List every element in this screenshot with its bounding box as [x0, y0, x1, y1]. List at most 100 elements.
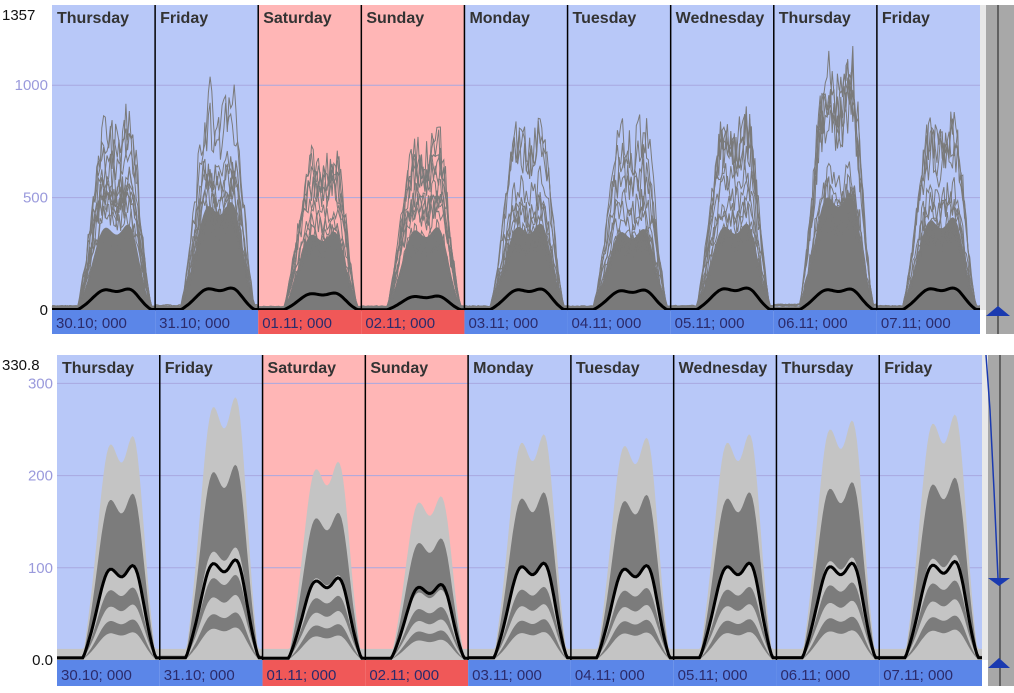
- mean-line: [52, 287, 156, 311]
- day-label: Friday: [884, 360, 932, 377]
- percentile-band: [159, 627, 263, 660]
- profile-line: [567, 132, 671, 308]
- top-chart-panel: Thursday 30.10; 000 Friday 31.10; 000 Saturd…: [0, 0, 1014, 338]
- percentile-band: [262, 635, 366, 660]
- percentile-band: [468, 632, 571, 660]
- date-label: 31.10; 000: [159, 315, 230, 332]
- day-label: Saturday: [263, 10, 332, 27]
- date-bar: [773, 310, 877, 334]
- mean-line: [773, 287, 877, 311]
- mean-line: [262, 576, 366, 660]
- date-label: 05.11; 000: [675, 315, 745, 332]
- date-bar: [464, 310, 568, 334]
- date-bar: [258, 310, 362, 334]
- percentile-band: [570, 632, 674, 660]
- mean-line: [567, 288, 671, 312]
- date-label: 01.11; 000: [262, 315, 332, 332]
- profile-line: [154, 156, 259, 308]
- date-bar: [52, 310, 156, 334]
- y-tick-label: 100: [28, 560, 53, 577]
- date-bar: [879, 660, 982, 686]
- mean-line: [57, 563, 160, 660]
- profile-line: [361, 153, 465, 308]
- day-label: Thursday: [779, 10, 851, 27]
- bottom-chart-panel: Thursday 30.10; 000 Friday 31.10; 000 Saturd…: [0, 350, 1014, 693]
- profile-line: [670, 113, 774, 308]
- mean-line: [776, 561, 880, 660]
- day-label: Wednesday: [676, 10, 765, 27]
- date-label: 03.11; 000: [472, 667, 542, 684]
- profile-line: [773, 86, 878, 307]
- date-label: 04.11; 000: [575, 667, 645, 684]
- mean-line: [365, 582, 469, 660]
- profile-line: [773, 206, 877, 309]
- date-bar: [159, 660, 263, 686]
- day-label: Monday: [473, 360, 534, 377]
- y-max-label: 330.8: [2, 357, 40, 374]
- day-label: Thursday: [781, 360, 853, 377]
- profile-line: [876, 177, 981, 309]
- date-label: 05.11; 000: [678, 667, 748, 684]
- date-label: 31.10; 000: [164, 667, 235, 684]
- date-bar: [673, 660, 777, 686]
- mean-line: [361, 294, 465, 312]
- range-slider-handle-min[interactable]: [986, 306, 1010, 316]
- date-bar: [361, 310, 465, 334]
- mean-line: [876, 286, 980, 311]
- profile-line: [51, 181, 156, 309]
- date-label: 02.11; 000: [365, 315, 435, 332]
- percentile-band: [776, 630, 880, 660]
- profile-line: [258, 161, 362, 308]
- date-bar: [155, 310, 259, 334]
- range-slider-track: [986, 5, 1014, 334]
- date-label: 30.10; 000: [61, 667, 132, 684]
- day-label: Friday: [165, 360, 213, 377]
- day-label: Sunday: [366, 10, 424, 27]
- date-bar: [365, 660, 469, 686]
- range-slider-handle-max[interactable]: [988, 578, 1010, 586]
- y-tick-label: 300: [28, 375, 53, 392]
- mean-line: [673, 561, 777, 660]
- profile-line: [670, 198, 774, 309]
- day-label: Thursday: [62, 360, 134, 377]
- percentile-band: [365, 639, 469, 660]
- profile-line: [464, 121, 568, 308]
- date-bar: [567, 310, 671, 334]
- slider-curve: [985, 354, 999, 579]
- y-tick-label: 0: [40, 302, 48, 319]
- day-label: Tuesday: [573, 10, 637, 27]
- range-slider-handle-min[interactable]: [988, 658, 1010, 668]
- profile-mass: [773, 193, 877, 310]
- profile-line: [155, 183, 259, 309]
- date-label: 07.11; 000: [883, 667, 953, 684]
- y-max-label: 1357: [2, 7, 35, 24]
- profile-line: [51, 119, 156, 308]
- profile-line: [567, 114, 671, 308]
- percentile-band: [879, 629, 982, 660]
- mean-line: [258, 291, 362, 312]
- day-label: Saturday: [268, 360, 337, 377]
- y-tick-label: 0.0: [32, 652, 53, 669]
- day-label: Friday: [160, 10, 208, 27]
- mean-line: [464, 287, 568, 311]
- date-bar: [670, 310, 774, 334]
- date-bar: [776, 660, 880, 686]
- y-tick-label: 1000: [15, 77, 48, 94]
- profile-mass: [258, 231, 362, 310]
- date-bar: [570, 660, 674, 686]
- date-label: 30.10; 000: [56, 315, 127, 332]
- percentile-band: [57, 632, 160, 660]
- date-bar: [57, 660, 160, 686]
- date-bar: [876, 310, 980, 334]
- profile-line: [464, 192, 568, 309]
- date-label: 06.11; 000: [778, 315, 848, 332]
- profile-mass: [361, 227, 465, 310]
- y-tick-label: 200: [28, 468, 53, 485]
- percentile-bands-chart: Thursday 30.10; 000 Friday 31.10; 000 Saturd…: [2, 354, 1014, 686]
- mean-line: [159, 558, 263, 660]
- mean-line: [468, 561, 571, 660]
- range-slider-track: [988, 355, 1014, 686]
- day-label: Sunday: [370, 360, 428, 377]
- date-label: 01.11; 000: [267, 667, 337, 684]
- mean-line: [670, 286, 774, 311]
